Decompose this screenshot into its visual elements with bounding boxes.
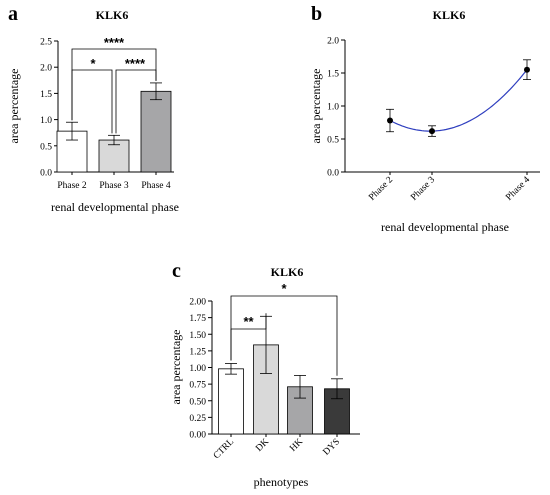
panel-b-xlabel: renal developmental phase xyxy=(381,220,509,234)
panel-c-xtick-label: CTRL xyxy=(212,437,236,461)
panel-c-significance-label: * xyxy=(281,281,287,296)
panel-letter-a: a xyxy=(8,3,18,25)
panel-a-xtick-label: Phase 2 xyxy=(57,181,87,191)
panel-a-ytick-label: 2.0 xyxy=(40,64,52,74)
panel-b-xtick-label: Phase 2 xyxy=(367,175,395,203)
panel-a-ytick-label: 0.5 xyxy=(40,142,52,152)
panel-a-significance-label: **** xyxy=(104,35,125,50)
panel-b-xtick-label: Phase 3 xyxy=(409,175,437,203)
panel-c-xtick-label: HK xyxy=(288,437,305,454)
panel-c-ytick-label: 2.00 xyxy=(189,298,206,308)
panel-a-ytick-label: 2.5 xyxy=(40,38,52,48)
panel-c-ytick-label: 1.00 xyxy=(189,364,206,374)
panel-c-ytick-label: 0.25 xyxy=(189,414,206,424)
panel-c-ytick-label: 0.50 xyxy=(189,397,206,407)
panel-a-significance-bracket xyxy=(71,69,113,134)
panel-b-ytick-label: 0.0 xyxy=(327,169,339,179)
panel-b-ytick-label: 2.0 xyxy=(327,37,339,47)
panel-b-chart: 0.0 0.5 1.0 1.5 2.0 Phase 2 Phase 3 Phase 4 xyxy=(327,37,540,203)
panel-b-fit-curve xyxy=(389,70,527,132)
panel-b-data-point xyxy=(387,117,393,124)
panel-c-ytick-label: 1.50 xyxy=(189,331,206,341)
panel-letter-c: c xyxy=(172,260,181,282)
panel-b-data-point xyxy=(429,128,435,135)
panel-c-ytick-label: 1.75 xyxy=(189,314,206,324)
panel-b-ylabel: area percentage xyxy=(309,69,323,144)
panel-a-ylabel: area percentage xyxy=(7,69,21,144)
panel-c-ytick-label: 0.00 xyxy=(189,431,206,441)
panel-a-xtick-label: Phase 3 xyxy=(99,181,129,191)
panel-a-chart: 0.0 0.5 1.0 1.5 2.0 2.5 Phase 2 Phase 3 Phase 4 *… xyxy=(40,35,174,191)
panel-c-xtick-label: DK xyxy=(254,437,271,454)
panel-c-bar xyxy=(218,368,244,435)
panel-b-ytick-label: 1.5 xyxy=(327,70,339,80)
panel-a-bar xyxy=(140,90,172,173)
panel-a-ytick-label: 1.0 xyxy=(40,116,52,126)
panel-b-xtick-label: Phase 4 xyxy=(504,175,532,203)
panel-a-xtick-label: Phase 4 xyxy=(141,181,171,191)
panel-c-xtick-label: DYS xyxy=(322,437,343,458)
panel-c-xlabel: phenotypes xyxy=(254,475,309,489)
panel-c-title: KLK6 xyxy=(271,265,304,279)
panel-letter-b: b xyxy=(311,3,322,25)
panel-c-ytick-label: 0.75 xyxy=(189,381,206,391)
panel-a-ytick-label: 1.5 xyxy=(40,90,52,100)
panel-a-title: KLK6 xyxy=(96,8,129,22)
panel-a-ytick-label: 0.0 xyxy=(40,169,52,179)
panel-c-chart: 0.00 0.25 0.50 0.75 1.00 1.25 1.50 1.75 2.00 CTRL… xyxy=(189,281,360,461)
panel-c-significance-bracket xyxy=(230,295,338,376)
panel-b-ytick-label: 0.5 xyxy=(327,136,339,146)
panel-a-significance-label: * xyxy=(90,56,96,71)
panel-c-ytick-label: 1.25 xyxy=(189,347,206,357)
panel-a-xlabel: renal developmental phase xyxy=(51,200,179,214)
panel-a-significance-label: **** xyxy=(125,56,146,71)
panel-c-significance-label: ** xyxy=(243,314,254,329)
panel-b-ytick-label: 1.0 xyxy=(327,103,339,113)
panel-b-title: KLK6 xyxy=(433,8,466,22)
panel-b-data-point xyxy=(524,66,530,73)
panel-c-ylabel: area percentage xyxy=(169,330,183,405)
panel-a-significance-bracket xyxy=(115,69,157,134)
